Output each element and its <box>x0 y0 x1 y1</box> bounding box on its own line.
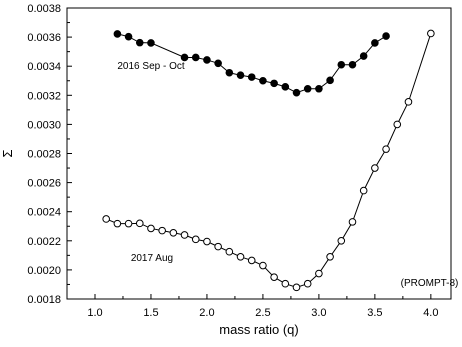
data-point-filled <box>359 52 368 60</box>
data-point-open <box>326 253 334 261</box>
y-tick-label: 0.0018 <box>27 294 61 306</box>
x-tick-label: 3.0 <box>311 307 326 319</box>
x-tick-label: 1.5 <box>143 307 158 319</box>
data-point-open <box>203 237 211 246</box>
y-tick-label: 0.0026 <box>27 178 61 190</box>
data-point-filled <box>348 60 357 69</box>
data-point-open <box>169 228 178 237</box>
data-point-filled <box>247 73 256 81</box>
data-point-open <box>225 247 234 256</box>
y-tick-label: 0.0032 <box>27 90 61 102</box>
data-point-open <box>236 253 245 261</box>
y-tick-label: 0.0020 <box>27 265 61 277</box>
data-point-filled <box>292 88 301 97</box>
data-point-open <box>270 273 278 281</box>
data-point-open <box>393 120 402 129</box>
x-tick-label: 3.5 <box>367 307 382 319</box>
data-point-open <box>404 98 413 106</box>
y-tick-label: 0.0028 <box>27 149 61 161</box>
data-point-filled <box>180 53 189 62</box>
data-point-open <box>247 256 256 265</box>
x-tick-label: 2.0 <box>199 307 214 319</box>
data-point-filled <box>315 84 323 93</box>
data-point-open <box>259 261 267 270</box>
data-point-filled <box>135 38 144 47</box>
data-point-filled <box>270 79 278 88</box>
data-point-filled <box>236 71 245 80</box>
data-point-filled <box>326 76 334 85</box>
data-point-open <box>303 279 312 288</box>
data-point-open <box>292 283 301 292</box>
x-tick-label: 2.5 <box>255 307 270 319</box>
data-point-filled <box>337 60 346 69</box>
x-axis-label: mass ratio (q) <box>219 322 298 337</box>
data-point-open <box>382 145 390 153</box>
data-point-filled <box>371 39 379 47</box>
x-axis-ticks: 1.0 1.5 2.0 2.5 3.0 3.5 4.0 <box>87 294 438 319</box>
series-layer <box>102 29 435 292</box>
y-axis-label: Σ <box>0 149 15 157</box>
data-point-filled <box>203 56 211 64</box>
data-point-open <box>427 29 435 38</box>
y-tick-label: 0.0030 <box>27 119 61 131</box>
data-point-filled <box>303 84 312 93</box>
annotation-label: 2017 Aug <box>131 253 173 264</box>
data-point-filled <box>225 68 234 77</box>
y-tick-label: 0.0034 <box>27 61 61 73</box>
data-point-open <box>102 215 110 223</box>
data-point-filled <box>214 59 222 68</box>
data-point-filled <box>191 53 200 62</box>
annotation-label: 2016 Sep - Oct <box>117 61 184 72</box>
data-point-open <box>315 269 323 278</box>
plot-frame <box>66 7 452 300</box>
data-point-open <box>371 164 379 172</box>
data-point-filled <box>124 32 133 41</box>
y-tick-label: 0.0024 <box>27 207 61 219</box>
x-tick-label: 4.0 <box>423 307 438 319</box>
y-tick-label: 0.0022 <box>27 236 61 248</box>
data-point-open <box>337 237 346 245</box>
data-point-open <box>281 279 290 288</box>
data-point-open <box>359 186 368 195</box>
data-point-open <box>348 218 357 226</box>
data-point-filled <box>281 83 290 91</box>
y-tick-label: 0.0036 <box>27 32 61 44</box>
data-point-open <box>135 219 144 228</box>
annotation-layer: 2016 Sep - Oct 2017 Aug (PROMPT-8) <box>117 61 458 289</box>
data-point-filled <box>147 39 155 47</box>
data-point-open <box>113 219 122 228</box>
data-point-open <box>191 235 200 244</box>
data-point-filled <box>382 32 390 40</box>
data-point-open <box>180 231 189 239</box>
y-tick-label: 0.0038 <box>27 3 61 15</box>
data-point-open <box>214 242 222 251</box>
data-point-filled <box>113 30 122 38</box>
data-point-open <box>124 219 133 228</box>
annotation-label: (PROMPT-8) <box>401 278 459 289</box>
data-point-open <box>147 224 155 233</box>
x-tick-label: 1.0 <box>87 307 102 319</box>
data-point-open <box>158 226 166 235</box>
data-point-filled <box>259 76 267 85</box>
y-axis-ticks: 0.0018 0.0020 0.0022 0.0024 0.0026 0.0028 0.00… <box>27 3 72 306</box>
